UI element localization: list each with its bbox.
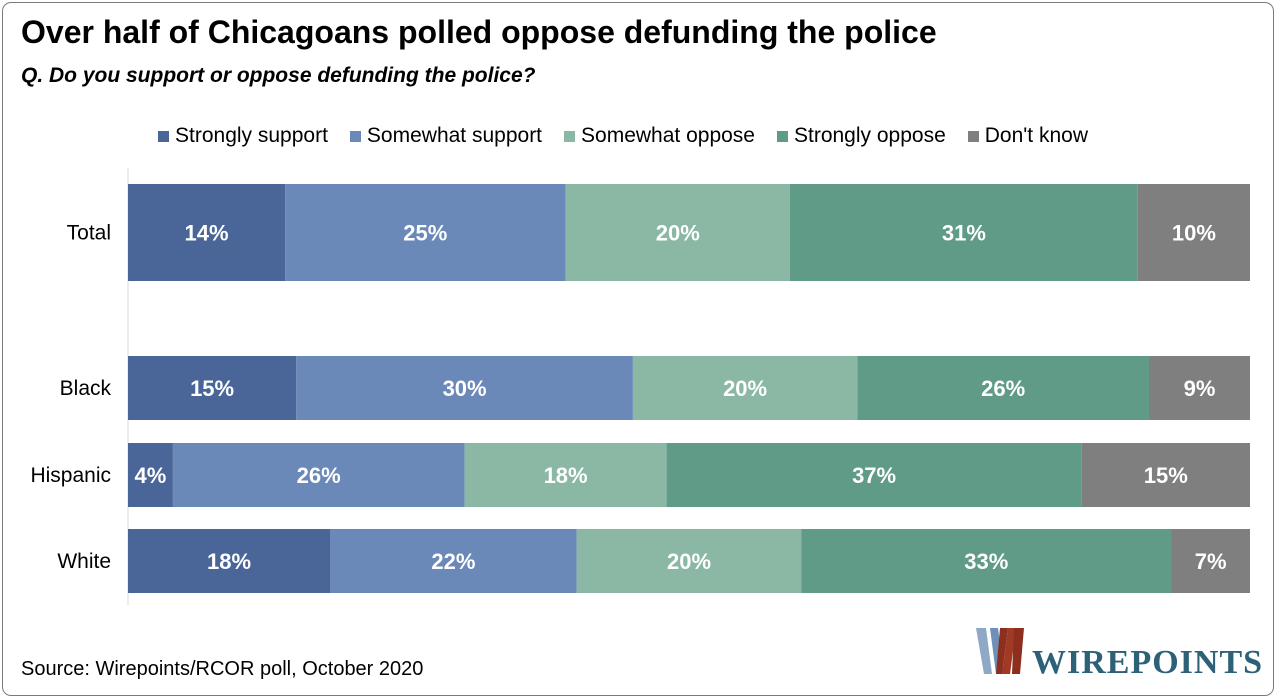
wirepoints-logo-icon (976, 628, 1024, 674)
chart-title: Over half of Chicagoans polled oppose de… (21, 14, 937, 50)
legend-label: Somewhat support (366, 124, 543, 147)
legend-item-strongly-support: Strongly support (158, 124, 328, 148)
category-label: Total (67, 222, 111, 245)
data-label: 25% (403, 221, 447, 246)
bar-segment (128, 529, 330, 593)
bar-segment (857, 356, 1149, 420)
legend-item-strongly-oppose: Strongly oppose (776, 124, 946, 148)
legend-item-somewhat-support: Somewhat support (349, 124, 543, 148)
legend-swatch (776, 130, 788, 142)
data-label: 26% (981, 376, 1025, 401)
data-label: 20% (667, 549, 711, 574)
bar-segment (790, 184, 1138, 281)
legend-swatch (564, 130, 576, 142)
bar-segment (565, 184, 790, 281)
data-label: 31% (942, 221, 986, 246)
legend-label: Strongly oppose (793, 124, 946, 147)
legend-swatch (967, 130, 979, 142)
data-label: 15% (1144, 463, 1188, 488)
data-label: 14% (184, 221, 228, 246)
bar-segment (801, 529, 1172, 593)
data-label: 33% (964, 549, 1008, 574)
bar-segment (330, 529, 577, 593)
data-label: 9% (1184, 376, 1216, 401)
data-label: 10% (1172, 221, 1216, 246)
data-label: 20% (656, 221, 700, 246)
source-note: Source: Wirepoints/RCOR poll, October 20… (21, 658, 424, 680)
data-label: 30% (443, 376, 487, 401)
legend-item-dont-know: Don't know (967, 124, 1088, 148)
category-label: White (57, 550, 111, 573)
bar-segment (128, 356, 297, 420)
legend-swatch (158, 130, 169, 142)
bar-segment (1137, 184, 1250, 281)
chart-subtitle: Q. Do you support or oppose defunding th… (21, 64, 536, 87)
legend-item-somewhat-oppose: Somewhat oppose (564, 124, 755, 148)
data-label: 22% (431, 549, 475, 574)
category-label: Hispanic (30, 464, 111, 487)
logo-wordmark: WIREPOINTS (1032, 644, 1264, 681)
bar-segment (632, 356, 858, 420)
bar-segment (464, 443, 667, 507)
chart-legend: Strongly support Somewhat support Somewh… (158, 124, 1088, 148)
bar-segment (128, 443, 173, 507)
data-label: 4% (135, 463, 167, 488)
data-label: 15% (190, 376, 234, 401)
data-label: 20% (723, 376, 767, 401)
data-label: 18% (544, 463, 588, 488)
data-label: 26% (297, 463, 341, 488)
bar-segment (285, 184, 566, 281)
legend-label: Don't know (984, 124, 1088, 147)
bar-segment (666, 443, 1082, 507)
data-label: 7% (1195, 549, 1227, 574)
bar-segment (576, 529, 802, 593)
legend-label: Strongly support (175, 124, 328, 147)
bar-segment (296, 356, 633, 420)
data-label: 18% (207, 549, 251, 574)
category-label: Black (60, 377, 112, 400)
bar-segment (128, 184, 286, 281)
bar-segment (1171, 529, 1250, 593)
legend-label: Somewhat oppose (581, 124, 755, 147)
legend-swatch (349, 130, 361, 142)
bar-segment (1081, 443, 1250, 507)
data-label: 37% (852, 463, 896, 488)
bar-segment (172, 443, 465, 507)
bar-segment (1149, 356, 1250, 420)
